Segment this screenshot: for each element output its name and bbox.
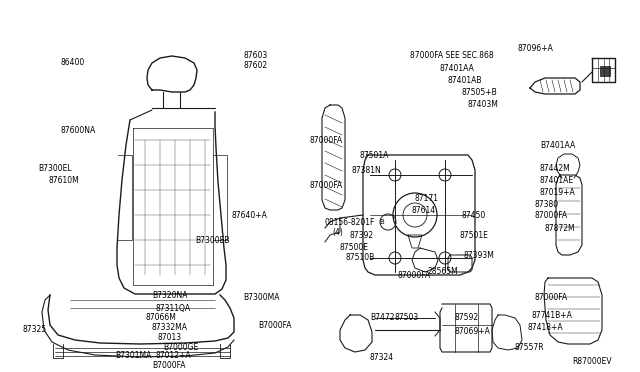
Text: (4): (4) <box>332 228 343 237</box>
Text: 87012+A: 87012+A <box>155 352 191 360</box>
Text: 87332MA: 87332MA <box>152 324 188 333</box>
Text: 28565M: 28565M <box>428 267 459 276</box>
Text: 87592: 87592 <box>455 314 479 323</box>
Text: 86400: 86400 <box>60 58 84 67</box>
Text: B7300MA: B7300MA <box>243 294 280 302</box>
Text: 87600NA: 87600NA <box>60 125 95 135</box>
Text: 08156-8201F: 08156-8201F <box>325 218 376 227</box>
Text: 87602: 87602 <box>243 61 267 70</box>
Text: 87872M: 87872M <box>545 224 575 232</box>
Text: 87069+A: 87069+A <box>455 327 491 337</box>
Text: 87503: 87503 <box>395 314 419 323</box>
Text: B7301MA: B7301MA <box>115 352 152 360</box>
Bar <box>600 66 610 76</box>
Text: 87501E: 87501E <box>460 231 489 240</box>
Text: 87741B+A: 87741B+A <box>532 311 573 320</box>
Text: 87403M: 87403M <box>468 99 499 109</box>
Text: 87450: 87450 <box>462 211 486 219</box>
Text: 87066M: 87066M <box>145 314 176 323</box>
Text: B7401AA: B7401AA <box>540 141 575 150</box>
Text: 87418+A: 87418+A <box>528 324 564 333</box>
Text: 87393M: 87393M <box>464 250 495 260</box>
Text: 87000FA: 87000FA <box>310 180 343 189</box>
Text: 87019+A: 87019+A <box>540 187 576 196</box>
Text: 87000FA: 87000FA <box>535 294 568 302</box>
Text: 87311QA: 87311QA <box>155 304 190 312</box>
Text: 87640+A: 87640+A <box>232 211 268 219</box>
Text: 87000FA: 87000FA <box>535 211 568 219</box>
Text: 87401AA: 87401AA <box>440 64 475 73</box>
Text: 87000FA: 87000FA <box>310 135 343 144</box>
Text: B7300EL: B7300EL <box>38 164 72 173</box>
Text: B7000GE: B7000GE <box>163 343 198 352</box>
Text: 87505+B: 87505+B <box>462 87 498 96</box>
Text: 87380: 87380 <box>535 199 559 208</box>
Text: B7320NA: B7320NA <box>152 291 188 299</box>
Text: 87000FA SEE SEC.868: 87000FA SEE SEC.868 <box>410 51 493 60</box>
Text: 87442M: 87442M <box>540 164 571 173</box>
Text: 87610M: 87610M <box>48 176 79 185</box>
Text: 87000FA: 87000FA <box>398 270 431 279</box>
Text: 87401AE: 87401AE <box>540 176 574 185</box>
Text: 87381N: 87381N <box>352 166 381 174</box>
Text: 87510B: 87510B <box>346 253 375 263</box>
Text: 87325: 87325 <box>22 326 46 334</box>
Text: B7000FA: B7000FA <box>258 321 291 330</box>
Text: R87000EV: R87000EV <box>572 357 612 366</box>
Text: B7300EB: B7300EB <box>195 235 230 244</box>
Text: B7472: B7472 <box>370 314 394 323</box>
Text: 87401AB: 87401AB <box>448 76 483 84</box>
Text: B7000FA: B7000FA <box>152 360 186 369</box>
Text: 87614: 87614 <box>412 205 436 215</box>
Text: 87557R: 87557R <box>515 343 545 353</box>
Text: 87603: 87603 <box>243 51 268 60</box>
Text: 87500E: 87500E <box>340 244 369 253</box>
Text: 87392: 87392 <box>350 231 374 240</box>
Text: B: B <box>379 219 384 225</box>
Text: 87171: 87171 <box>415 193 439 202</box>
Text: 87013: 87013 <box>158 334 182 343</box>
Text: 87324: 87324 <box>370 353 394 362</box>
Text: 87501A: 87501A <box>360 151 389 160</box>
Text: 87096+A: 87096+A <box>518 44 554 52</box>
